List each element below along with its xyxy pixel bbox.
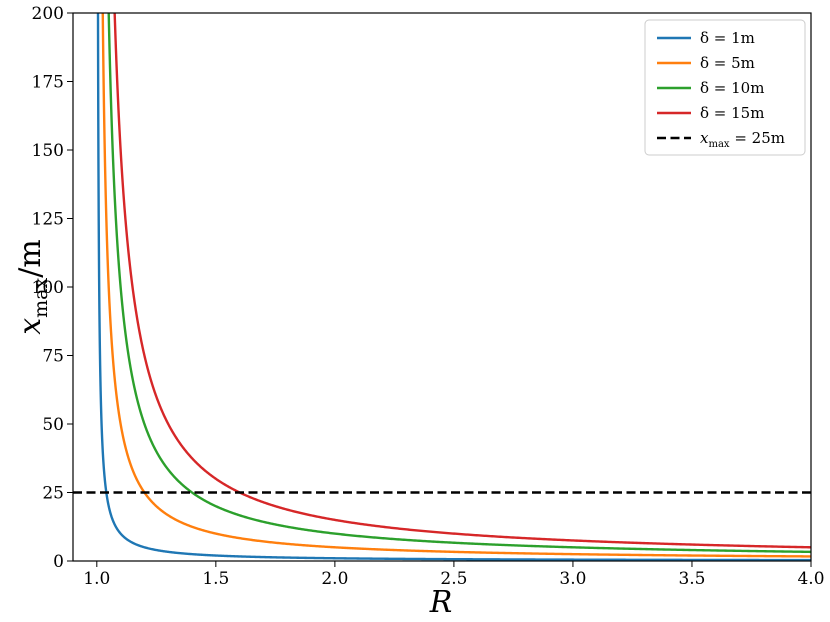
x-tick-label: 4.0 [797, 569, 824, 589]
x-tick-label: 2.0 [321, 569, 348, 589]
series-line-1 [96, 11, 812, 562]
y-tick-label: 150 [32, 141, 64, 161]
x-tick-label: 3.0 [559, 569, 586, 589]
legend-entry: δ = 1m [700, 29, 755, 47]
series-line-2 [101, 11, 812, 558]
y-tick-label: 25 [42, 484, 64, 504]
x-tick-label: 1.0 [83, 569, 110, 589]
y-tick-label: 50 [42, 415, 64, 435]
y-tick-label: 200 [32, 4, 64, 24]
y-tick-label: 75 [42, 347, 64, 367]
legend-box [644, 19, 806, 156]
x-axis-label: R [429, 585, 453, 620]
y-tick-label: 0 [53, 552, 64, 572]
legend: δ = 1m δ = 5m δ = 10m δ = 15m xmax = 25m [644, 19, 806, 156]
x-tick-label: 3.5 [678, 569, 705, 589]
legend-entry: xmax = 25m [700, 129, 785, 150]
plot-lines [73, 11, 812, 562]
x-tick-label: 1.5 [202, 569, 229, 589]
y-tick-label: 175 [32, 73, 64, 93]
legend-entry: δ = 5m [700, 54, 755, 72]
y-tick-label: 125 [32, 210, 64, 230]
x-tick-label: 2.5 [440, 569, 467, 589]
legend-entry: δ = 10m [700, 79, 764, 97]
y-axis-label: xmax/m [13, 239, 52, 335]
y-tick-label: 100 [32, 278, 64, 298]
series-line-4 [113, 11, 812, 549]
x-axis-ticks: 1.0 1.5 2.0 2.5 3.0 3.5 4.0 [83, 561, 825, 589]
legend-entry: δ = 15m [700, 104, 764, 122]
y-axis-ticks: 0 25 50 75 100 125 150 175 200 [32, 4, 73, 572]
series-line-3 [107, 11, 812, 554]
